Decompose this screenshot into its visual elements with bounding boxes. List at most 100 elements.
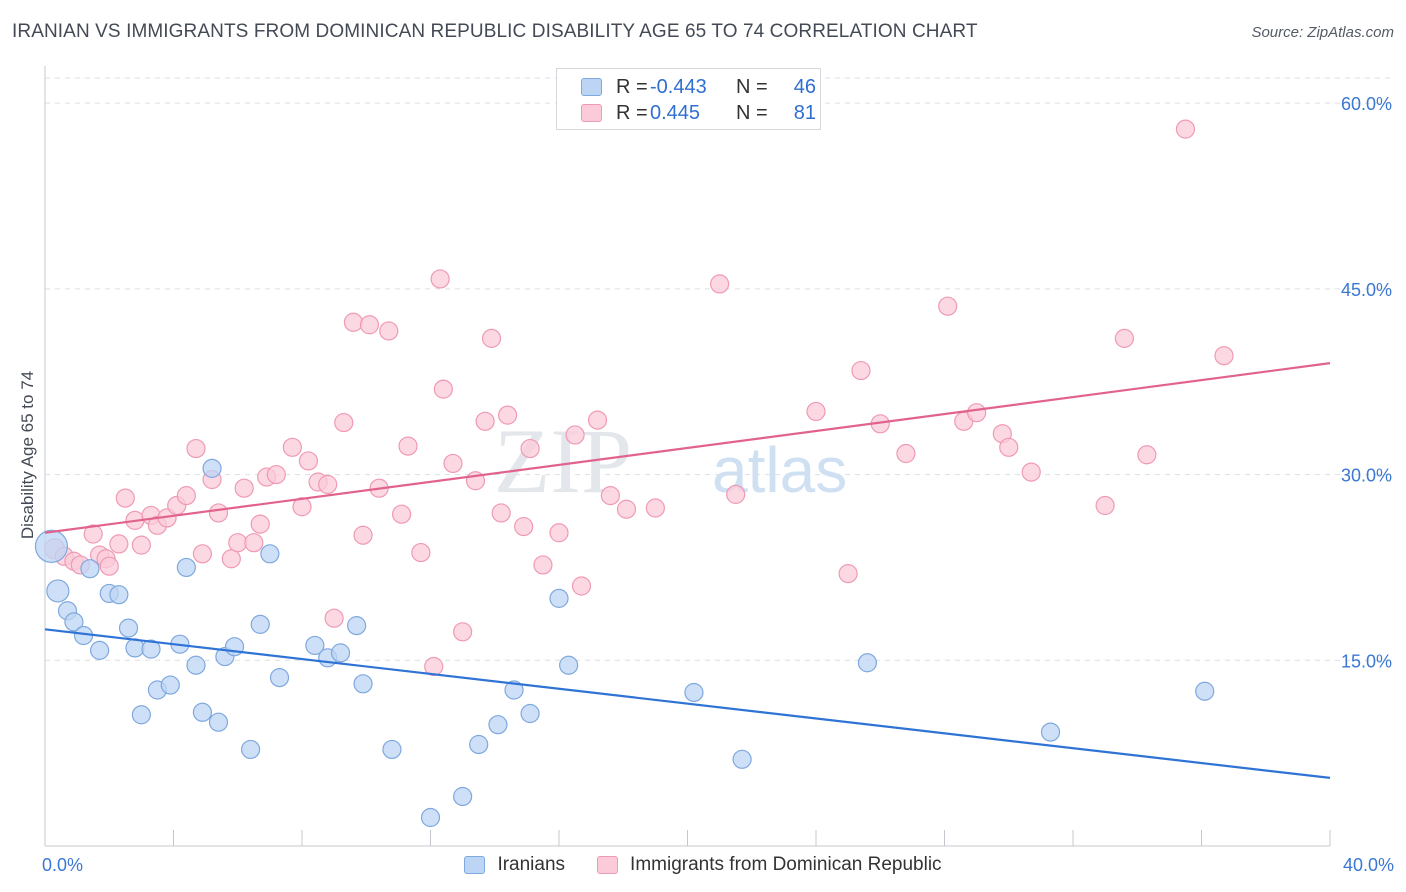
x-tick-label: 0.0% — [42, 855, 83, 875]
data-point-dominican — [1175, 119, 1196, 139]
data-point-iranian — [260, 544, 280, 564]
data-point-dominican — [896, 443, 916, 464]
data-point-dominican — [391, 504, 412, 524]
data-point-iranian — [549, 588, 569, 608]
data-point-iranian — [684, 682, 704, 703]
data-point-iranian — [330, 643, 351, 663]
data-point-dominican — [851, 360, 871, 381]
data-point-dominican — [176, 486, 196, 506]
data-point-iranian — [347, 616, 367, 636]
data-point-dominican — [282, 437, 302, 457]
y-tick-label: 45.0% — [1341, 280, 1392, 300]
data-point-iranian — [176, 557, 196, 578]
watermark: ZIP atlas — [494, 410, 847, 512]
data-point-dominican — [424, 656, 444, 677]
data-point-dominican — [359, 315, 380, 335]
data-point-dominican — [131, 535, 151, 555]
data-point-iranian — [504, 680, 524, 700]
data-point-dominican — [83, 524, 103, 544]
data-point-iranian — [382, 739, 402, 760]
data-point-iranian — [269, 668, 290, 688]
data-point-iranian — [46, 579, 70, 603]
data-point-iranian — [160, 675, 180, 695]
data-point-dominican — [334, 412, 354, 433]
data-point-dominican — [298, 451, 319, 471]
data-point-dominican — [999, 437, 1019, 457]
data-point-dominican — [411, 542, 431, 563]
data-point-iranian — [732, 749, 752, 769]
data-point-dominican — [1095, 495, 1115, 516]
legend-swatch-blue — [464, 856, 486, 874]
data-point-iranian — [250, 614, 270, 634]
legend-r-label: R = — [616, 75, 648, 98]
legend-swatch-pink — [581, 104, 602, 122]
data-point-dominican — [353, 525, 373, 545]
data-point-iranian — [90, 640, 110, 660]
legend-swatch-pink — [597, 856, 619, 874]
data-point-iranian — [520, 703, 540, 724]
tick-labels: 15.0% 30.0% 45.0% 60.0% 0.0% 40.0% — [42, 94, 1394, 875]
data-point-dominican — [481, 328, 502, 348]
data-point-iranian — [1040, 722, 1061, 742]
data-point-iranian — [141, 639, 161, 659]
series-iranians-points — [34, 458, 1215, 828]
data-point-iranian — [353, 674, 373, 694]
data-point-dominican — [600, 486, 621, 506]
series-dominican-points — [44, 119, 1234, 677]
legend-row-iranians: R = -0.443 N = 46 — [581, 74, 816, 100]
data-point-dominican — [571, 576, 592, 596]
data-point-dominican — [616, 499, 637, 519]
legend-row-dominican: R = 0.445 N = 81 — [581, 100, 816, 126]
data-point-dominican — [806, 401, 826, 422]
data-point-iranian — [488, 715, 508, 735]
data-point-iranian — [186, 655, 206, 675]
data-point-dominican — [587, 410, 608, 430]
data-point-dominican — [838, 564, 858, 584]
data-point-dominican — [1137, 445, 1157, 465]
data-point-dominican — [221, 549, 241, 569]
data-point-dominican — [443, 453, 463, 474]
data-point-iranian — [453, 786, 473, 807]
data-point-dominican — [109, 534, 129, 554]
trend-lines — [44, 362, 1331, 779]
data-point-dominican — [433, 379, 453, 399]
y-tick-label: 30.0% — [1341, 466, 1392, 486]
legend-n-value: 81 — [793, 101, 816, 124]
data-point-dominican — [520, 438, 540, 459]
data-point-iranian — [192, 702, 213, 722]
legend-swatch-blue — [581, 78, 602, 96]
legend-r-value: -0.443 — [650, 75, 707, 98]
data-point-dominican — [208, 503, 229, 523]
legend-label-dominican: Immigrants from Dominican Republic — [630, 854, 942, 875]
data-point-dominican — [318, 474, 338, 495]
data-point-dominican — [343, 312, 363, 332]
data-point-dominican — [379, 321, 399, 341]
data-point-dominican — [938, 296, 958, 316]
data-point-dominican — [726, 484, 746, 504]
data-point-dominican — [533, 555, 553, 575]
series-legend: Iranians Immigrants from Dominican Repub… — [0, 852, 1406, 878]
legend-item-dominican: Immigrants from Dominican Republic — [597, 854, 942, 876]
trend-line-iranians — [44, 628, 1331, 779]
data-point-dominican — [99, 556, 119, 576]
data-point-dominican — [115, 488, 135, 508]
data-point-dominican — [228, 533, 248, 553]
data-point-dominican — [710, 274, 730, 294]
data-point-dominican — [266, 464, 286, 485]
data-point-dominican — [475, 411, 495, 431]
data-point-dominican — [498, 405, 518, 425]
data-point-dominican — [1021, 462, 1041, 482]
data-point-iranian — [64, 612, 84, 632]
trend-line-dominican — [44, 362, 1331, 534]
data-point-dominican — [398, 436, 418, 456]
data-point-dominican — [1114, 328, 1135, 348]
data-point-iranian — [34, 529, 69, 563]
data-point-dominican — [234, 478, 254, 498]
legend-n-value: 46 — [793, 75, 816, 98]
data-point-iranian — [118, 618, 139, 638]
data-point-dominican — [645, 498, 665, 518]
data-point-iranian — [202, 458, 222, 478]
y-axis-label: Disability Age 65 to 74 — [18, 371, 37, 539]
grid-lines — [45, 77, 1392, 661]
